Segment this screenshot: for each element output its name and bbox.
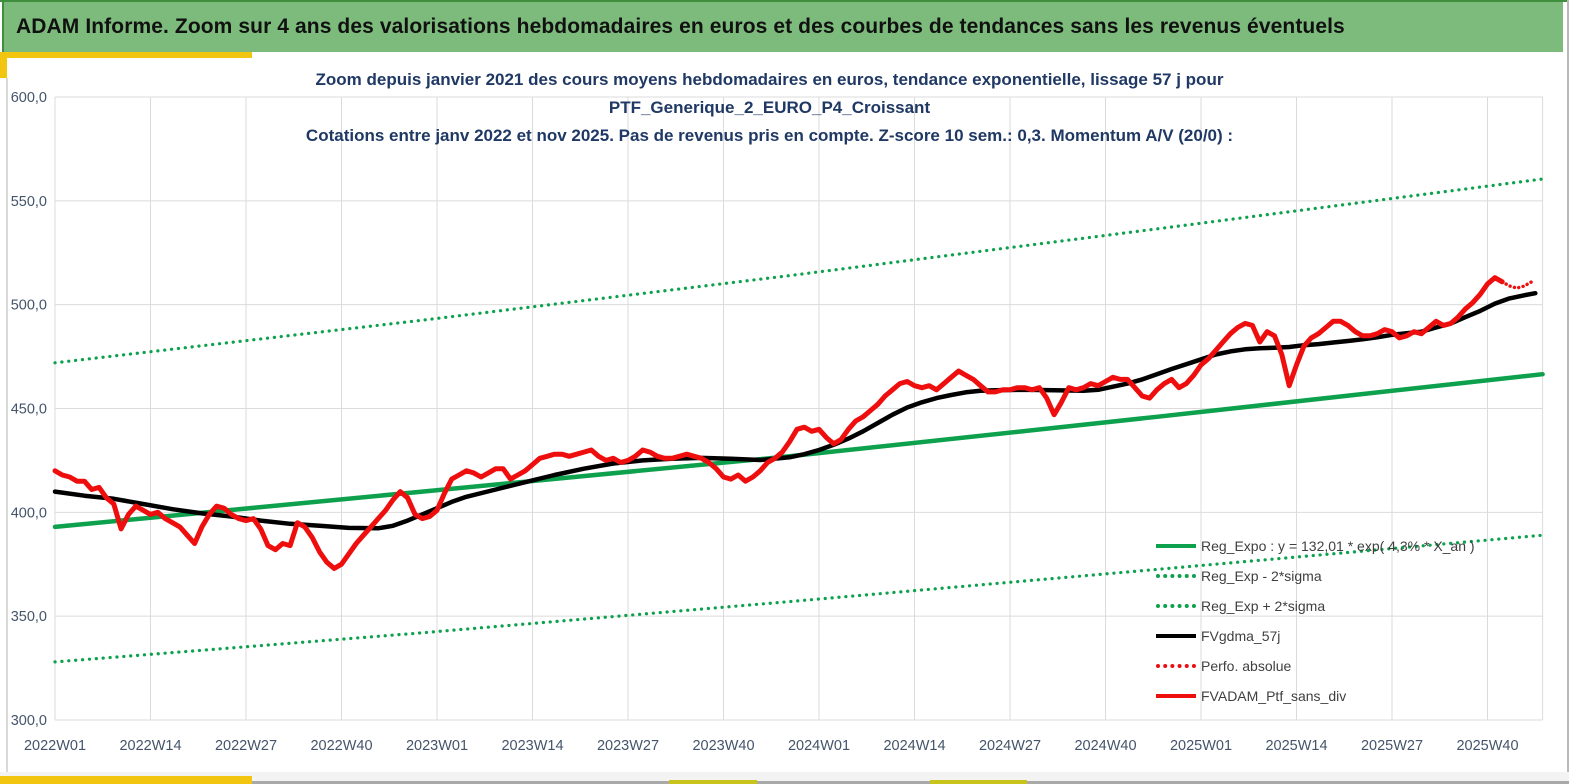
- x-tick-label: 2023W27: [597, 738, 659, 754]
- x-tick-label: 2023W40: [692, 738, 754, 754]
- gold-accent-underline: [0, 52, 252, 58]
- y-axis-tick-labels: 600,0 550,0 500,0 450,0 400,0 350,0 300,0: [11, 90, 47, 729]
- y-tick-label: 600,0: [11, 90, 47, 106]
- y-tick-label: 400,0: [11, 505, 47, 521]
- report-title: ADAM Informe. Zoom sur 4 ans des valoris…: [16, 15, 1345, 38]
- solid-green-line-swatch: [1156, 543, 1196, 549]
- y-tick-label: 500,0: [11, 298, 47, 314]
- x-tick-label: 2025W40: [1456, 738, 1518, 754]
- olive-accent-segment: [930, 780, 1027, 784]
- reg-exp-minus-2sigma-line: [53, 533, 1545, 664]
- x-tick-label: 2023W14: [501, 738, 563, 754]
- gold-accent-bottom-bar: [0, 776, 252, 784]
- legend-label: Reg_Expo : y = 132,01 * exp( 4,3% * X_an…: [1201, 538, 1475, 554]
- dotted-green-line-swatch: [1156, 574, 1196, 578]
- gridlines: [54, 96, 1544, 721]
- dotted-green-line-swatch: [1156, 604, 1196, 608]
- data-series: [52, 177, 1545, 664]
- x-tick-label: 2025W14: [1265, 738, 1327, 754]
- fvadam-ptf-sans-div-line: [52, 275, 1505, 571]
- y-tick-label: 450,0: [11, 401, 47, 417]
- window-top-border: [0, 0, 1569, 2]
- chart-legend: Reg_Expo : y = 132,01 * exp( 4,3% * X_an…: [1156, 531, 1486, 711]
- x-tick-label: 2022W27: [215, 738, 277, 754]
- chart-title-line-1: Zoom depuis janvier 2021 des cours moyen…: [315, 70, 1224, 89]
- y-tick-label: 300,0: [11, 713, 47, 729]
- x-tick-label: 2025W27: [1361, 738, 1423, 754]
- x-axis-tick-labels: 2022W01 2022W14 2022W27 2022W40 2023W01 2023W…: [24, 738, 1519, 754]
- x-tick-label: 2022W14: [119, 738, 181, 754]
- legend-item-perfo-absolue[interactable]: Perfo. absolue: [1156, 651, 1486, 681]
- x-tick-label: 2024W27: [979, 738, 1041, 754]
- x-tick-label: 2023W01: [406, 738, 468, 754]
- pane-divider-line: [6, 78, 8, 772]
- dotted-red-line-swatch: [1156, 664, 1196, 668]
- gold-accent-left-tab: [0, 52, 7, 78]
- bottom-scroll-strip: [0, 772, 1569, 781]
- reg-exp-plus-2sigma-line: [53, 177, 1545, 365]
- legend-label: Reg_Exp - 2*sigma: [1201, 568, 1322, 584]
- legend-label: FVgdma_57j: [1201, 628, 1281, 644]
- x-tick-label: 2024W14: [883, 738, 945, 754]
- legend-label: Reg_Exp + 2*sigma: [1201, 598, 1326, 614]
- legend-item-reg-exp-plus-2sigma[interactable]: Reg_Exp + 2*sigma: [1156, 591, 1486, 621]
- legend-item-reg-expo[interactable]: Reg_Expo : y = 132,01 * exp( 4,3% * X_an…: [1156, 531, 1486, 561]
- olive-accent-segment: [669, 780, 757, 784]
- x-tick-label: 2024W01: [788, 738, 850, 754]
- perfo-absolue-line: [1500, 280, 1534, 290]
- y-tick-label: 550,0: [11, 194, 47, 210]
- report-header-bar: ADAM Informe. Zoom sur 4 ans des valoris…: [2, 2, 1563, 52]
- chart-title-line-2: PTF_Generique_2_EURO_P4_Croissant: [608, 98, 931, 117]
- legend-item-fvgdma-57j[interactable]: FVgdma_57j: [1156, 621, 1486, 651]
- reg-expo-line: [52, 371, 1545, 530]
- y-tick-label: 350,0: [11, 609, 47, 625]
- legend-label: FVADAM_Ptf_sans_div: [1201, 688, 1347, 704]
- solid-red-line-swatch: [1156, 693, 1196, 699]
- x-tick-label: 2024W40: [1074, 738, 1136, 754]
- window-right-edge: [1567, 0, 1569, 784]
- x-tick-label: 2022W01: [24, 738, 86, 754]
- legend-label: Perfo. absolue: [1201, 658, 1292, 674]
- fvgdma-57j-line: [52, 290, 1538, 531]
- x-tick-label: 2025W01: [1170, 738, 1232, 754]
- legend-item-reg-exp-minus-2sigma[interactable]: Reg_Exp - 2*sigma: [1156, 561, 1486, 591]
- bottom-edge-line: [0, 781, 1569, 784]
- legend-item-fvadam-ptf-sans-div[interactable]: FVADAM_Ptf_sans_div: [1156, 681, 1486, 711]
- x-tick-label: 2022W40: [310, 738, 372, 754]
- chart-title-block: Zoom depuis janvier 2021 des cours moyen…: [40, 66, 1499, 150]
- chart-title-line-3: Cotations entre janv 2022 et nov 2025. P…: [305, 126, 1234, 145]
- solid-black-line-swatch: [1156, 633, 1196, 639]
